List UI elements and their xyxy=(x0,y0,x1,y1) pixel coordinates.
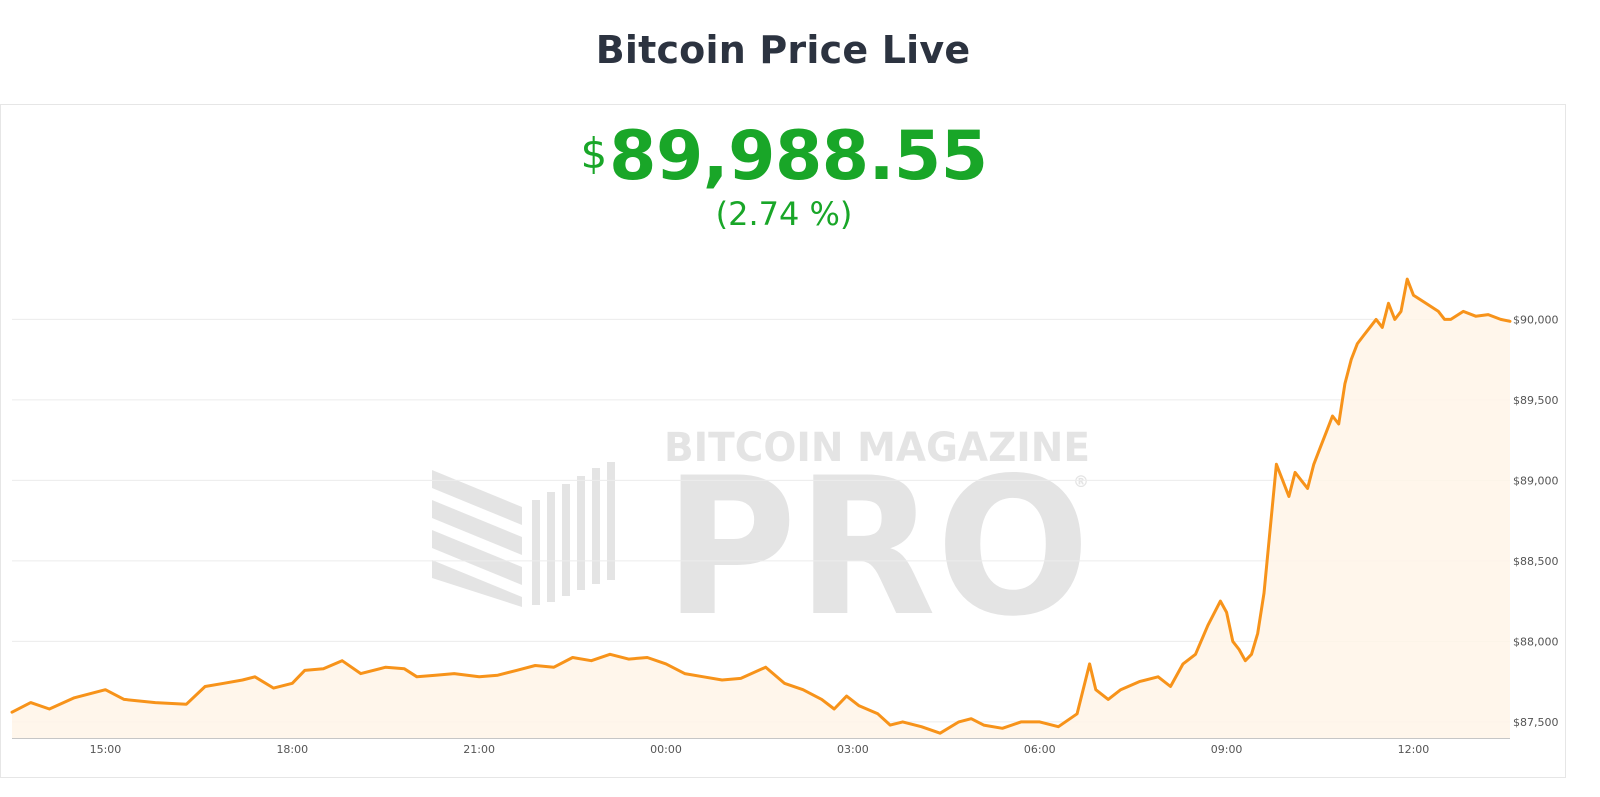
page-title: Bitcoin Price Live xyxy=(595,28,971,72)
x-tick-label: 18:00 xyxy=(276,743,308,756)
x-tick-label: 21:00 xyxy=(463,743,495,756)
x-axis: 15:00 18:00 21:00 00:00 03:00 06:00 09:00 12:00 xyxy=(12,738,1510,756)
watermark-logo-icon xyxy=(432,462,615,607)
watermark-registered-mark: ® xyxy=(1073,472,1089,491)
current-price: 89,988.55 xyxy=(609,117,988,196)
y-axis: $87,500 $88,000 $88,500 $89,000 $89,500 $90,0… xyxy=(1513,313,1559,729)
x-tick-label: 03:00 xyxy=(837,743,869,756)
x-tick-label: 06:00 xyxy=(1024,743,1056,756)
y-tick-label: $90,000 xyxy=(1513,313,1559,326)
y-tick-label: $89,500 xyxy=(1513,394,1559,407)
price-ticker: $89,988.55 (2.74 %) xyxy=(1,123,1567,234)
watermark: BITCOIN MAGAZINE PRO ® xyxy=(432,425,1090,658)
x-tick-label: 00:00 xyxy=(650,743,682,756)
x-tick-label: 12:00 xyxy=(1398,743,1430,756)
y-tick-label: $88,500 xyxy=(1513,555,1559,568)
price-change-percent: (2.74 %) xyxy=(715,195,853,233)
y-tick-label: $88,000 xyxy=(1513,635,1559,648)
price-area xyxy=(12,279,1510,738)
currency-symbol: $ xyxy=(580,129,608,178)
x-tick-label: 15:00 xyxy=(90,743,122,756)
x-tick-label: 09:00 xyxy=(1211,743,1243,756)
watermark-line1: BITCOIN MAGAZINE xyxy=(664,425,1090,471)
watermark-line2: PRO xyxy=(664,437,1090,658)
price-series xyxy=(10,277,1512,738)
y-tick-label: $89,000 xyxy=(1513,474,1559,487)
y-tick-label: $87,500 xyxy=(1513,716,1559,729)
price-line xyxy=(10,277,1512,735)
